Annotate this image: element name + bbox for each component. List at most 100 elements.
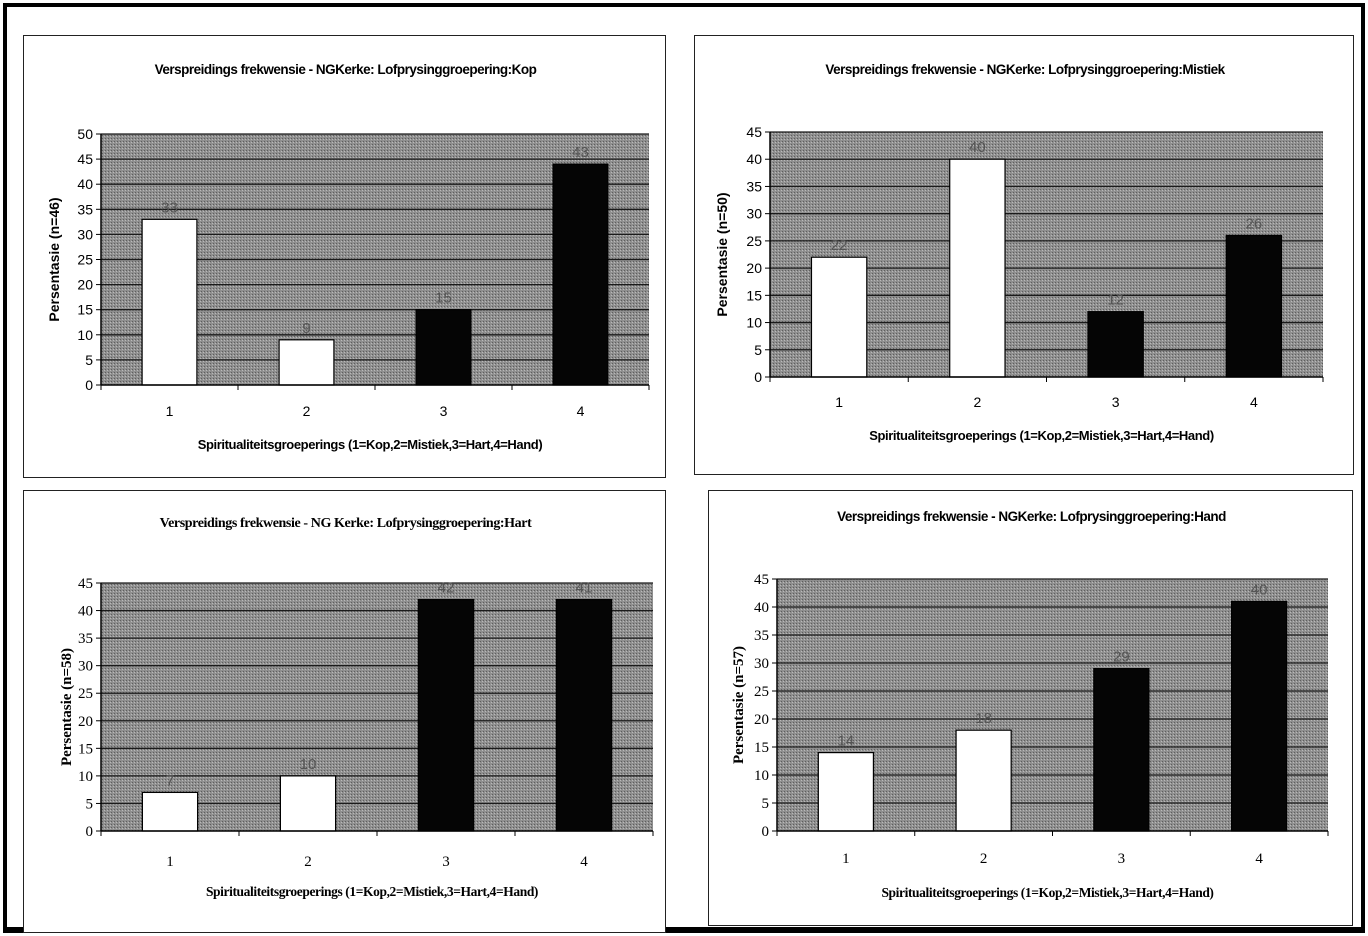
data-label: 18 [975,710,992,727]
y-tick-label: 0 [762,824,770,840]
y-tick-label: 35 [746,178,762,194]
chart-panel-hart: Verspreidings frekwensie - NG Kerke: Lof… [23,490,666,933]
x-tick-label: 2 [973,394,981,410]
x-tick-label: 4 [1250,394,1258,410]
x-tick-label: 1 [166,854,174,870]
y-tick-label: 45 [78,576,93,592]
data-label: 42 [438,580,455,597]
y-axis-label: Persentasie (n=57) [731,646,747,764]
chart-title: Verspreidings frekwensie - NGKerke: Lofp… [837,509,1226,524]
y-tick-label: 40 [77,176,93,192]
x-tick-label: 3 [442,854,450,870]
y-tick-label: 40 [754,600,769,616]
y-axis-label: Persentasie (n=58) [59,648,75,766]
y-tick-label: 25 [746,233,762,249]
bar-2 [955,729,1012,832]
chart-panel-mistiek: Verspreidings frekwensie - NGKerke: Lofp… [694,35,1354,475]
y-tick-label: 5 [86,796,94,812]
x-tick-label: 2 [303,403,311,419]
chart-hart: Verspreidings frekwensie - NG Kerke: Lof… [59,516,654,899]
y-tick-label: 45 [77,151,93,167]
y-tick-label: 5 [85,352,93,368]
y-tick-label: 20 [746,260,762,276]
data-label: 41 [576,580,593,597]
bar-4 [1230,600,1288,832]
x-tick-label: 4 [577,403,585,419]
y-tick-label: 45 [746,124,762,140]
x-tick-label: 4 [580,854,588,870]
chart-hand: Verspreidings frekwensie - NGKerke: Lofp… [731,509,1329,900]
chart-panel-kop: Verspreidings frekwensie - NGKerke: Lofp… [23,35,666,478]
y-tick-label: 5 [754,342,762,358]
y-tick-label: 25 [77,252,93,268]
y-tick-label: 20 [77,277,93,293]
y-tick-label: 10 [746,315,762,331]
bar-4 [552,163,609,386]
y-tick-label: 10 [77,327,93,343]
data-label: 10 [300,756,317,773]
data-label: 40 [1251,581,1268,598]
y-tick-label: 0 [85,377,93,393]
y-tick-label: 35 [78,631,93,647]
y-tick-label: 25 [754,684,769,700]
bar-3 [415,309,472,386]
x-tick-label: 3 [1112,394,1120,410]
data-label: 26 [1246,215,1263,232]
bar-2 [278,339,335,386]
x-tick-label: 4 [1255,851,1263,867]
x-axis-label: Spiritualiteitsgroeperings (1=Kop,2=Mist… [206,884,538,899]
y-tick-label: 5 [762,796,770,812]
chart-kop: Verspreidings frekwensie - NGKerke: Lofp… [46,62,650,452]
y-tick-label: 20 [78,714,93,730]
y-tick-label: 25 [78,686,93,702]
y-tick-label: 15 [746,287,762,303]
y-tick-label: 10 [78,769,93,785]
y-tick-label: 35 [754,628,769,644]
data-label: 15 [435,290,452,307]
y-tick-label: 35 [77,201,93,217]
chart-mistiek: Verspreidings frekwensie - NGKerke: Lofp… [714,62,1324,443]
y-tick-label: 15 [78,741,93,757]
y-tick-label: 30 [77,226,93,242]
y-tick-label: 30 [754,656,769,672]
chart-title: Verspreidings frekwensie - NGKerke: Lofp… [155,62,537,77]
y-axis-label: Persentasie (n=50) [714,192,730,316]
x-tick-label: 3 [440,403,448,419]
bar-3 [1087,311,1144,378]
x-tick-label: 2 [980,851,988,867]
x-tick-label: 1 [835,394,843,410]
x-tick-label: 2 [304,854,312,870]
data-label: 7 [166,772,174,789]
y-tick-label: 30 [746,206,762,222]
data-label: 33 [161,199,178,216]
data-label: 12 [1107,292,1124,309]
y-tick-label: 15 [754,740,769,756]
y-tick-label: 45 [754,572,769,588]
data-label: 14 [838,733,855,750]
y-tick-label: 40 [746,151,762,167]
bar-4 [1225,234,1283,378]
y-tick-label: 30 [78,659,93,675]
chart-title: Verspreidings frekwensie - NG Kerke: Lof… [160,516,532,531]
x-axis-label: Spiritualiteitsgroeperings (1=Kop,2=Mist… [881,885,1213,900]
data-label: 9 [302,320,310,337]
y-tick-label: 50 [77,126,93,142]
x-axis-label: Spiritualiteitsgroeperings (1=Kop,2=Mist… [869,428,1214,443]
chart-title: Verspreidings frekwensie - NGKerke: Lofp… [825,62,1225,77]
bar-2 [949,158,1006,378]
data-label: 43 [572,144,589,161]
bar-4 [555,598,613,832]
x-tick-label: 1 [842,851,850,867]
x-axis-label: Spiritualiteitsgroeperings (1=Kop,2=Mist… [198,437,543,452]
y-tick-label: 10 [754,768,769,784]
data-label: 29 [1113,649,1130,666]
bar-1 [141,218,198,386]
data-label: 40 [969,139,986,156]
y-axis-label: Persentasie (n=46) [46,197,62,321]
bar-2 [279,775,337,832]
bar-1 [817,752,875,832]
bar-3 [1093,668,1150,832]
y-tick-label: 0 [86,824,94,840]
y-tick-label: 15 [77,302,93,318]
y-tick-label: 0 [754,369,762,385]
